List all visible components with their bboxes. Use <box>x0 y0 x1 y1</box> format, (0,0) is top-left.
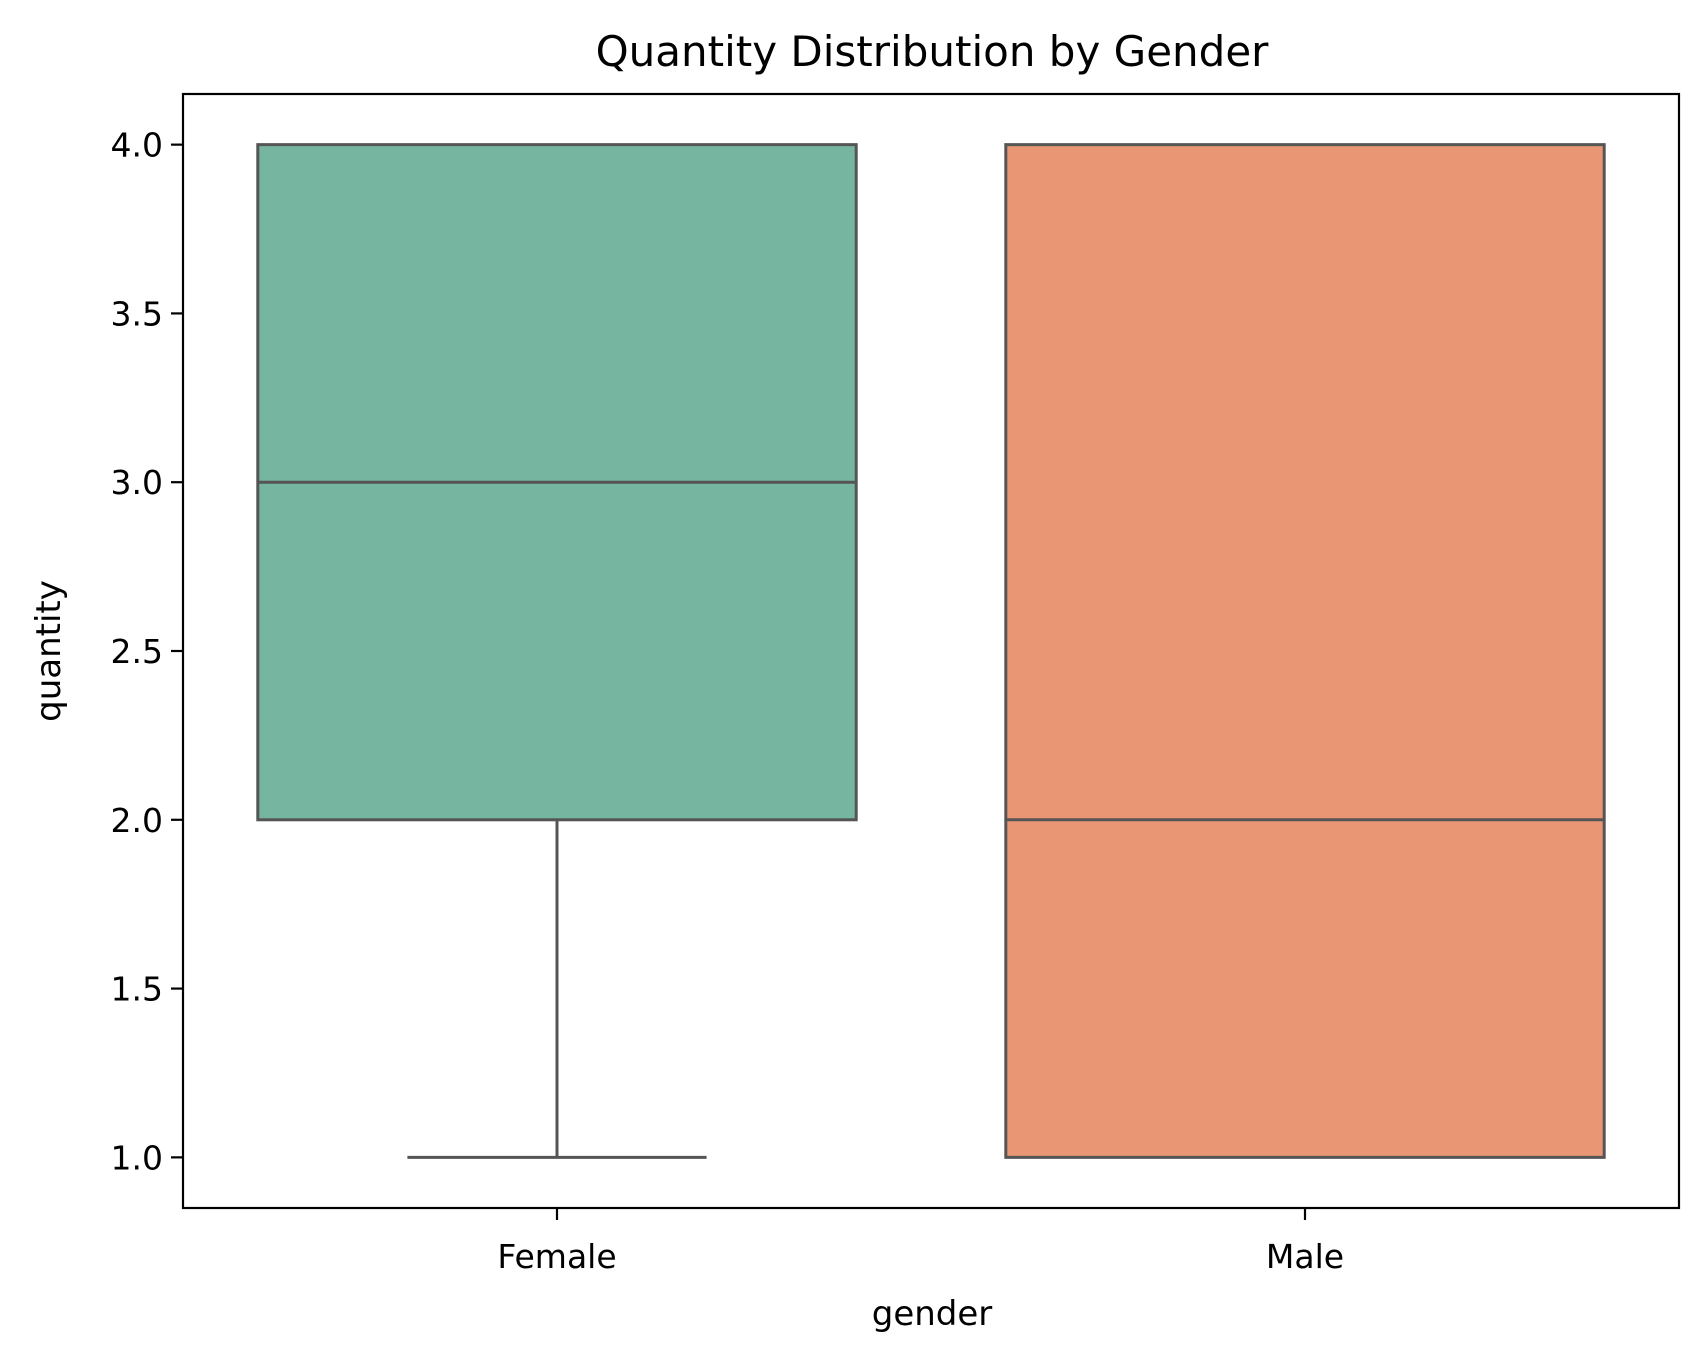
y-axis-label: quantity <box>29 580 69 722</box>
box-group-male <box>1004 143 1606 1159</box>
x-tick-label-male: Male <box>1266 1237 1344 1276</box>
y-tick-label: 3.0 <box>111 463 163 502</box>
chart-title: Quantity Distribution by Gender <box>596 27 1270 76</box>
y-tick-label: 1.0 <box>111 1138 163 1177</box>
x-tick-label-female: Female <box>497 1237 616 1276</box>
plot-area <box>256 143 1606 1159</box>
box-group-female <box>256 143 858 1159</box>
y-tick-label: 3.5 <box>111 294 163 333</box>
y-tick-label: 2.0 <box>111 801 163 840</box>
y-axis: 1.0 1.5 2.0 2.5 3.0 3.5 4.0 <box>111 126 183 1177</box>
x-axis-label: gender <box>872 1294 993 1334</box>
box-male <box>1004 143 1606 1159</box>
y-tick-label: 4.0 <box>111 126 163 165</box>
y-tick-label: 1.5 <box>111 970 163 1009</box>
x-axis: Female Male <box>497 1208 1344 1276</box>
y-tick-label: 2.5 <box>111 632 163 671</box>
